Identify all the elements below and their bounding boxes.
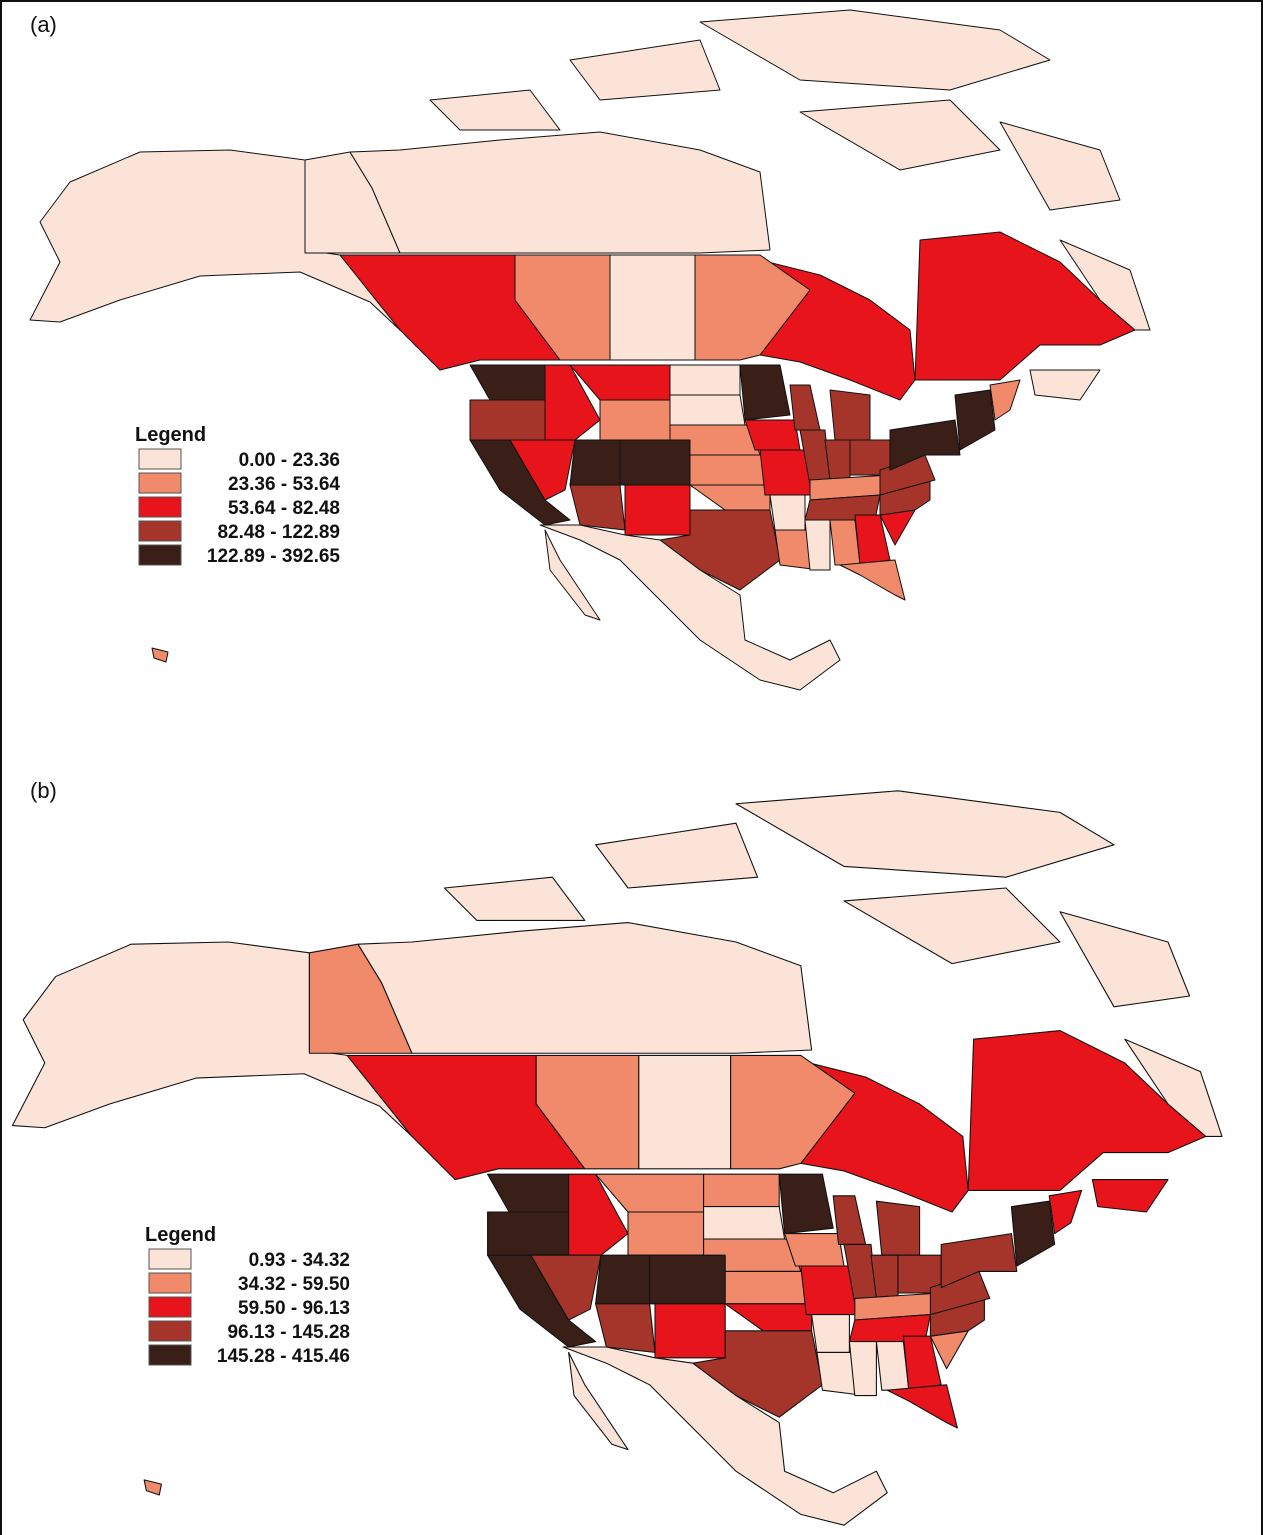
region-north-dakota [670,365,740,395]
region-iowa [785,1234,844,1266]
region-iowa [745,420,800,450]
region-quebec [915,232,1135,380]
region-florida [840,560,905,600]
region-new-mexico [655,1304,725,1358]
region-island [444,877,584,920]
region-colorado [650,1255,726,1304]
region-michigan [830,390,870,440]
region-michigan [876,1201,919,1255]
region-maritimes [1092,1180,1168,1212]
region-arkansas [770,495,805,530]
region-mississippi [805,520,830,570]
region-oklahoma [725,1304,811,1331]
region-alabama [830,520,860,565]
region-minnesota [740,365,790,420]
region-washington [470,365,545,400]
legend-swatch [149,1345,191,1365]
legend-swatch [139,449,181,469]
legend-swatch [139,521,181,541]
region-island [1060,912,1190,1007]
region-oregon [488,1212,569,1255]
region-florida [887,1385,957,1428]
legend-swatch [149,1249,191,1269]
legend-label: 23.36 - 53.64 [228,474,340,495]
region-maritimes [1030,370,1100,400]
region-saskatchewan [639,1055,731,1168]
map [30,10,1150,690]
region-island [596,823,758,888]
region-arkansas [812,1315,850,1353]
legend-label: 0.00 - 23.36 [239,450,340,471]
region-wyoming [628,1212,704,1255]
legend-label: 96.13 - 145.28 [227,1322,350,1343]
region-new-england [1011,1201,1054,1266]
region-colorado [620,440,690,485]
legend-swatch [149,1273,191,1293]
region-minnesota [779,1174,833,1233]
legend-label: 34.32 - 59.50 [238,1274,350,1295]
panel-label: (a) [30,12,57,37]
region-alabama [876,1342,908,1391]
region-arizona [570,485,625,530]
legend-label: 82.48 - 122.89 [217,522,340,543]
region-wisconsin [790,385,820,430]
region-south-dakota [670,395,745,425]
region-island [736,791,1114,877]
region-wisconsin [833,1196,865,1245]
region-island [1000,122,1120,210]
map [12,791,1222,1525]
region-new-england [955,390,995,450]
region-kansas [725,1271,806,1303]
legend-swatch [139,473,181,493]
region-mississippi [849,1342,876,1396]
legend-label: 122.89 - 392.65 [207,546,341,567]
region-maine [1049,1190,1081,1233]
region-saskatchewan [610,255,695,360]
panel-label: (b) [30,778,57,803]
region-maine [990,380,1020,420]
region-wyoming [600,400,670,440]
legend-swatch [139,545,181,565]
region-island [570,40,720,100]
region-new-mexico [625,485,690,535]
region-kansas [690,455,765,485]
region-indiana [825,440,850,480]
region-hawaii [152,648,168,662]
region-quebec [968,1031,1206,1191]
region-oregon [470,400,545,440]
region-hawaii [144,1480,161,1495]
legend-title: Legend [145,1224,216,1246]
region-washington [488,1174,569,1212]
region-utah [596,1255,650,1304]
legend-swatch [149,1321,191,1341]
region-northern-territories [358,923,812,1054]
legend-title: Legend [135,424,206,446]
legend-swatch [139,497,181,517]
region-island [844,888,1060,964]
region-utah [570,440,620,485]
region-south-dakota [704,1207,785,1239]
region-north-dakota [704,1174,780,1206]
region-island [800,100,1000,170]
region-indiana [871,1255,898,1298]
region-oklahoma [690,485,770,510]
legend-label: 145.28 - 415.46 [217,1346,350,1367]
legend-swatch [149,1297,191,1317]
region-northern-territories [350,132,770,253]
figure: (a) Legend 0.00 - 23.36 23.36 - 53.64 53.64 … [0,0,1263,1535]
legend-label: 0.93 - 34.32 [249,1250,350,1271]
region-island [430,90,560,130]
region-island [700,10,1050,90]
region-arizona [596,1304,655,1353]
legend-label: 53.64 - 82.48 [228,498,340,519]
legend-label: 59.50 - 96.13 [238,1298,350,1319]
